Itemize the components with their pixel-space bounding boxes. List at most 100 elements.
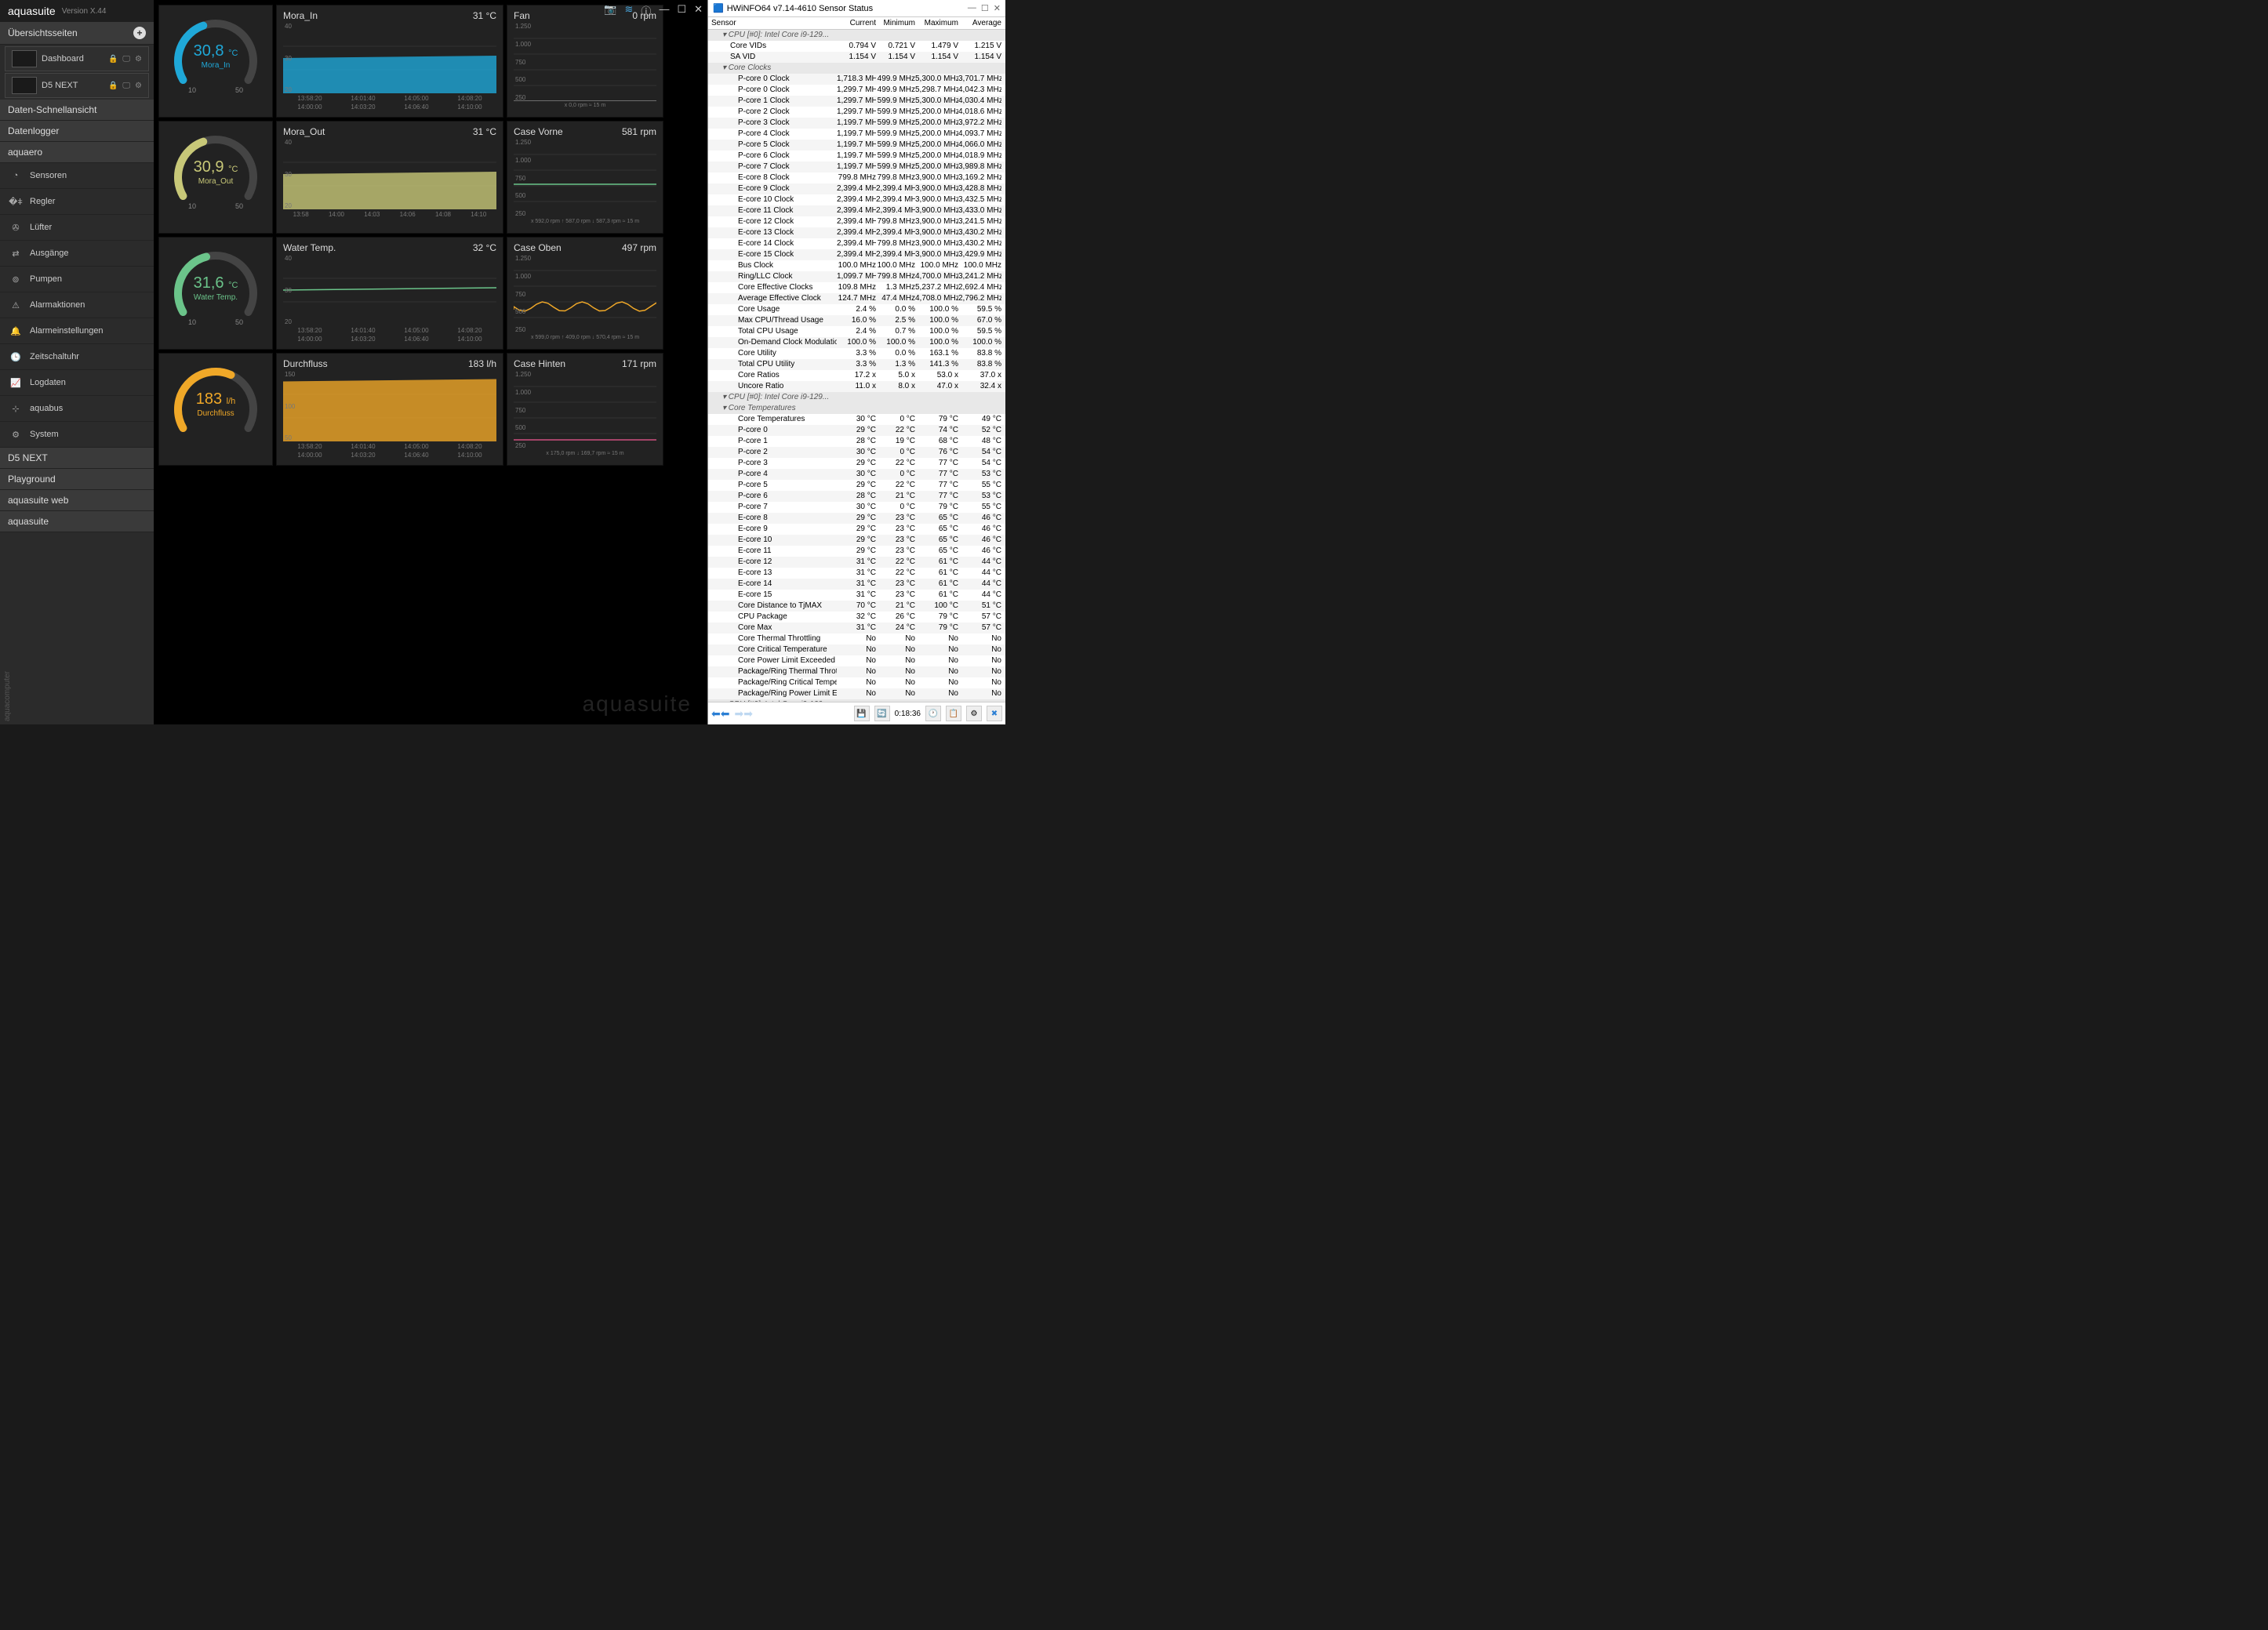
sensor-row[interactable]: P-core 6 Clock1,199.7 MHz599.9 MHz5,200.… — [708, 151, 1005, 162]
sensor-row[interactable]: E-core 1029 °C23 °C65 °C46 °C — [708, 535, 1005, 546]
sensor-group[interactable]: ▾ Core Clocks — [708, 63, 1005, 74]
settings-icon[interactable]: ⚙ — [966, 706, 982, 721]
sensor-group[interactable]: ▾ CPU [#0]: Intel Core i9-129... — [708, 392, 1005, 403]
sensor-row[interactable]: E-core 10 Clock2,399.4 MHz2,399.4 MHz3,9… — [708, 194, 1005, 205]
sensor-row[interactable]: E-core 9 Clock2,399.4 MHz2,399.4 MHz3,90… — [708, 183, 1005, 194]
gear-icon[interactable]: ⚙ — [135, 55, 142, 64]
menu-sensoren[interactable]: ◔Sensoren — [0, 163, 154, 189]
sensor-row[interactable]: P-core 230 °C0 °C76 °C54 °C — [708, 447, 1005, 458]
sensor-row[interactable]: E-core 11 Clock2,399.4 MHz2,399.4 MHz3,9… — [708, 205, 1005, 216]
sensor-row[interactable]: Core Utility3.3 %0.0 %163.1 %83.8 % — [708, 348, 1005, 359]
sensor-row[interactable]: P-core 3 Clock1,199.7 MHz599.9 MHz5,200.… — [708, 118, 1005, 129]
save-icon[interactable]: 💾 — [854, 706, 870, 721]
sensor-row[interactable]: Package/Ring Critical Tempe...NoNoNoNo — [708, 677, 1005, 688]
menu-alarmaktionen[interactable]: ⚠Alarmaktionen — [0, 292, 154, 318]
gear-icon[interactable]: ⚙ — [135, 82, 142, 90]
quickview-section[interactable]: Daten-Schnellansicht — [0, 100, 154, 121]
sensor-row[interactable]: E-core 1231 °C22 °C61 °C44 °C — [708, 557, 1005, 568]
clock-icon[interactable]: 🕐 — [925, 706, 941, 721]
fwd-icon[interactable]: ➡➡ — [734, 707, 752, 721]
sensor-row[interactable]: P-core 1 Clock1,299.7 MHz599.9 MHz5,300.… — [708, 96, 1005, 107]
sensor-group[interactable]: ▾ Core Temperatures — [708, 403, 1005, 414]
sensor-row[interactable]: Ring/LLC Clock1,099.7 MHz799.8 MHz4,700.… — [708, 271, 1005, 282]
screen-icon[interactable]: 🖵 — [122, 82, 130, 90]
overview-section[interactable]: Übersichtsseiten + — [0, 22, 154, 45]
sensor-row[interactable]: P-core 029 °C22 °C74 °C52 °C — [708, 425, 1005, 436]
sensor-row[interactable]: Core Max31 °C24 °C79 °C57 °C — [708, 623, 1005, 633]
sensor-row[interactable]: Core Effective Clocks109.8 MHz1.3 MHz5,2… — [708, 282, 1005, 293]
menu-zeitschaltuhr[interactable]: 🕒Zeitschaltuhr — [0, 344, 154, 370]
camera-icon[interactable]: 📷 — [604, 3, 616, 18]
close-icon[interactable]: ✕ — [994, 3, 1001, 13]
dashboard-entry[interactable]: D5 NEXT🔒🖵⚙ — [5, 73, 149, 98]
menu-pumpen[interactable]: ⊚Pumpen — [0, 267, 154, 292]
device-section[interactable]: aquaero — [0, 142, 154, 163]
copy-icon[interactable]: 📋 — [946, 706, 961, 721]
sensor-row[interactable]: Core VIDs0.794 V0.721 V1.479 V1.215 V — [708, 41, 1005, 52]
sensor-row[interactable]: Average Effective Clock124.7 MHz47.4 MHz… — [708, 293, 1005, 304]
sensor-row[interactable]: Core Temperatures30 °C0 °C79 °C49 °C — [708, 414, 1005, 425]
sensor-row[interactable]: Bus Clock100.0 MHz100.0 MHz100.0 MHz100.… — [708, 260, 1005, 271]
minimize-icon[interactable]: — — [659, 3, 669, 18]
sensor-row[interactable]: P-core 7 Clock1,199.7 MHz599.9 MHz5,200.… — [708, 162, 1005, 172]
sensor-row[interactable]: Package/Ring Thermal Throt...NoNoNoNo — [708, 666, 1005, 677]
menu-lüfter[interactable]: ✇Lüfter — [0, 215, 154, 241]
sensor-row[interactable]: Core Usage2.4 %0.0 %100.0 %59.5 % — [708, 304, 1005, 315]
sensor-row[interactable]: Max CPU/Thread Usage16.0 %2.5 %100.0 %67… — [708, 315, 1005, 326]
sensor-row[interactable]: Package/Ring Power Limit E...NoNoNoNo — [708, 688, 1005, 699]
layers-icon[interactable]: ≋ — [625, 3, 634, 18]
sensor-row[interactable]: Total CPU Usage2.4 %0.7 %100.0 %59.5 % — [708, 326, 1005, 337]
footer-link[interactable]: D5 NEXT — [0, 448, 154, 469]
sensor-row[interactable]: P-core 2 Clock1,299.7 MHz599.9 MHz5,200.… — [708, 107, 1005, 118]
menu-alarmeinstellungen[interactable]: 🔔Alarmeinstellungen — [0, 318, 154, 344]
sensor-row[interactable]: P-core 128 °C19 °C68 °C48 °C — [708, 436, 1005, 447]
sensor-row[interactable]: E-core 1129 °C23 °C65 °C46 °C — [708, 546, 1005, 557]
sensor-row[interactable]: CPU Package32 °C26 °C79 °C57 °C — [708, 612, 1005, 623]
sensor-row[interactable]: SA VID1.154 V1.154 V1.154 V1.154 V — [708, 52, 1005, 63]
footer-link[interactable]: Playground — [0, 469, 154, 490]
menu-regler[interactable]: �ǂRegler — [0, 189, 154, 215]
back-icon[interactable]: ⬅⬅ — [711, 707, 729, 721]
sensor-row[interactable]: On-Demand Clock Modulation100.0 %100.0 %… — [708, 337, 1005, 348]
add-icon[interactable]: + — [133, 27, 146, 39]
refresh-icon[interactable]: 🔄 — [874, 706, 890, 721]
sensor-row[interactable]: E-core 1531 °C23 °C61 °C44 °C — [708, 590, 1005, 601]
sensor-row[interactable]: P-core 329 °C22 °C77 °C54 °C — [708, 458, 1005, 469]
sensor-row[interactable]: P-core 730 °C0 °C79 °C55 °C — [708, 502, 1005, 513]
close-icon[interactable]: ✕ — [694, 3, 703, 18]
footer-link[interactable]: aquasuite — [0, 511, 154, 532]
sensor-row[interactable]: P-core 430 °C0 °C77 °C53 °C — [708, 469, 1005, 480]
sensor-row[interactable]: E-core 15 Clock2,399.4 MHz2,399.4 MHz3,9… — [708, 249, 1005, 260]
minimize-icon[interactable]: — — [968, 3, 976, 13]
menu-ausgänge[interactable]: ⇄Ausgänge — [0, 241, 154, 267]
menu-system[interactable]: ⚙System — [0, 422, 154, 448]
screen-icon[interactable]: 🖵 — [122, 55, 130, 64]
info-icon[interactable]: ⓘ — [641, 3, 651, 18]
menu-aquabus[interactable]: ⊹aquabus — [0, 396, 154, 422]
datalogger-section[interactable]: Datenlogger — [0, 121, 154, 142]
sensor-row[interactable]: Total CPU Utility3.3 %1.3 %141.3 %83.8 % — [708, 359, 1005, 370]
close-btn-icon[interactable]: ✖ — [987, 706, 1002, 721]
sensor-row[interactable]: E-core 14 Clock2,399.4 MHz799.8 MHz3,900… — [708, 238, 1005, 249]
sensor-row[interactable]: E-core 929 °C23 °C65 °C46 °C — [708, 524, 1005, 535]
sensor-row[interactable]: P-core 529 °C22 °C77 °C55 °C — [708, 480, 1005, 491]
menu-logdaten[interactable]: 📈Logdaten — [0, 370, 154, 396]
sensor-row[interactable]: Core Ratios17.2 x5.0 x53.0 x37.0 x — [708, 370, 1005, 381]
sensor-row[interactable]: P-core 5 Clock1,199.7 MHz599.9 MHz5,200.… — [708, 140, 1005, 151]
sensor-row[interactable]: P-core 0 Clock1,718.3 MHz499.9 MHz5,300.… — [708, 74, 1005, 85]
sensor-row[interactable]: P-core 4 Clock1,199.7 MHz599.9 MHz5,200.… — [708, 129, 1005, 140]
maximize-icon[interactable]: ☐ — [981, 3, 989, 13]
maximize-icon[interactable]: ☐ — [677, 3, 686, 18]
sensor-row[interactable]: P-core 0 Clock1,299.7 MHz499.9 MHz5,298.… — [708, 85, 1005, 96]
sensor-row[interactable]: Uncore Ratio11.0 x8.0 x47.0 x32.4 x — [708, 381, 1005, 392]
sensor-group[interactable]: ▾ CPU [#0]: Intel Core i9-129... — [708, 30, 1005, 41]
hwinfo-body[interactable]: ▾ CPU [#0]: Intel Core i9-129...Core VID… — [708, 30, 1005, 702]
sensor-row[interactable]: E-core 13 Clock2,399.4 MHz2,399.4 MHz3,9… — [708, 227, 1005, 238]
sensor-row[interactable]: Core Critical TemperatureNoNoNoNo — [708, 644, 1005, 655]
footer-link[interactable]: aquasuite web — [0, 490, 154, 511]
sensor-row[interactable]: E-core 1431 °C23 °C61 °C44 °C — [708, 579, 1005, 590]
sensor-row[interactable]: Core Power Limit ExceededNoNoNoNo — [708, 655, 1005, 666]
sensor-row[interactable]: P-core 628 °C21 °C77 °C53 °C — [708, 491, 1005, 502]
sensor-row[interactable]: Core Thermal ThrottlingNoNoNoNo — [708, 633, 1005, 644]
sensor-row[interactable]: E-core 8 Clock799.8 MHz799.8 MHz3,900.0 … — [708, 172, 1005, 183]
